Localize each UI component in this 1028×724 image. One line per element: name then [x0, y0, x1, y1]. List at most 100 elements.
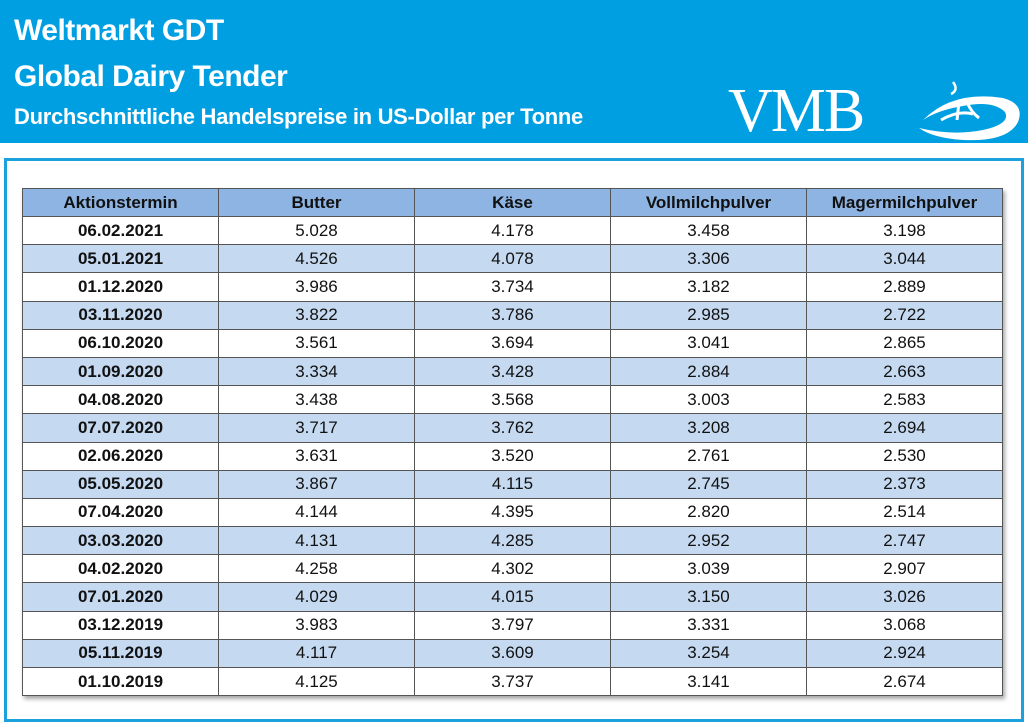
price-cell: 3.044	[806, 244, 1003, 274]
date-cell: 05.11.2019	[22, 638, 219, 669]
price-cell: 3.822	[218, 300, 415, 330]
price-cell: 2.820	[610, 497, 807, 528]
date-cell: 06.10.2020	[22, 328, 219, 358]
price-cell: 3.786	[414, 300, 611, 330]
price-cell: 2.889	[806, 272, 1003, 302]
price-cell: 2.745	[610, 469, 807, 499]
price-cell: 2.924	[806, 638, 1003, 669]
date-cell: 04.08.2020	[22, 385, 219, 415]
date-cell: 04.02.2020	[22, 554, 219, 584]
date-cell: 01.10.2019	[22, 666, 219, 697]
table-row: 04.08.2020 3.438 3.568 3.003 2.583	[22, 385, 1003, 415]
header-banner: Weltmarkt GDT Global Dairy Tender Durchs…	[0, 0, 1028, 143]
price-cell: 2.663	[806, 356, 1003, 387]
column-header: Butter	[218, 188, 415, 217]
price-cell: 2.694	[806, 413, 1003, 443]
price-cell: 2.674	[806, 666, 1003, 697]
price-cell: 3.150	[610, 582, 807, 612]
price-cell: 3.003	[610, 385, 807, 415]
price-cell: 3.762	[414, 413, 611, 443]
date-cell: 07.07.2020	[22, 413, 219, 443]
price-cell: 4.029	[218, 582, 415, 612]
price-cell: 2.530	[806, 441, 1003, 471]
price-cell: 3.041	[610, 328, 807, 358]
date-cell: 07.04.2020	[22, 497, 219, 528]
table-row: 06.02.2021 5.028 4.178 3.458 3.198	[22, 215, 1003, 246]
price-cell: 3.039	[610, 554, 807, 584]
vmb-logo: VMB	[728, 80, 1028, 143]
table-row: 01.10.2019 4.125 3.737 3.141 2.674	[22, 666, 1003, 697]
table-row: 03.03.2020 4.131 4.285 2.952 2.747	[22, 526, 1003, 556]
table-header-row: Aktionstermin Butter Käse Vollmilchpulver Ma…	[22, 188, 1003, 217]
price-cell: 2.952	[610, 526, 807, 556]
price-cell: 3.306	[610, 244, 807, 274]
price-cell: 4.125	[218, 666, 415, 697]
price-cell: 2.747	[806, 526, 1003, 556]
logo-emblem-icon	[919, 81, 1020, 141]
price-cell: 4.131	[218, 526, 415, 556]
column-header: Magermilchpulver	[806, 188, 1003, 217]
table-row: 07.04.2020 4.144 4.395 2.820 2.514	[22, 497, 1003, 528]
price-cell: 2.907	[806, 554, 1003, 584]
date-cell: 03.03.2020	[22, 526, 219, 556]
price-cell: 2.514	[806, 497, 1003, 528]
price-cell: 3.983	[218, 610, 415, 640]
price-cell: 3.428	[414, 356, 611, 387]
price-cell: 4.302	[414, 554, 611, 584]
price-cell: 2.373	[806, 469, 1003, 499]
price-cell: 3.561	[218, 328, 415, 358]
price-cell: 5.028	[218, 215, 415, 246]
date-cell: 03.11.2020	[22, 300, 219, 330]
price-cell: 3.717	[218, 413, 415, 443]
table-row: 01.09.2020 3.334 3.428 2.884 2.663	[22, 356, 1003, 387]
table-row: 04.02.2020 4.258 4.302 3.039 2.907	[22, 554, 1003, 584]
price-cell: 3.986	[218, 272, 415, 302]
page-title: Weltmarkt GDT	[14, 14, 224, 47]
column-header: Aktionstermin	[22, 188, 219, 217]
price-cell: 4.285	[414, 526, 611, 556]
price-cell: 4.117	[218, 638, 415, 669]
price-cell: 4.015	[414, 582, 611, 612]
date-cell: 01.12.2020	[22, 272, 219, 302]
price-cell: 4.258	[218, 554, 415, 584]
date-cell: 06.02.2021	[22, 215, 219, 246]
price-cell: 3.254	[610, 638, 807, 669]
price-cell: 3.141	[610, 666, 807, 697]
price-cell: 3.334	[218, 356, 415, 387]
price-cell: 3.026	[806, 582, 1003, 612]
price-table: Aktionstermin Butter Käse Vollmilchpulver Ma…	[22, 188, 1003, 697]
price-cell: 2.761	[610, 441, 807, 471]
price-cell: 4.078	[414, 244, 611, 274]
price-cell: 3.182	[610, 272, 807, 302]
table-panel: Aktionstermin Butter Käse Vollmilchpulver Ma…	[4, 158, 1024, 722]
date-cell: 07.01.2020	[22, 582, 219, 612]
table-row: 07.01.2020 4.029 4.015 3.150 3.026	[22, 582, 1003, 612]
price-cell: 3.438	[218, 385, 415, 415]
price-cell: 2.722	[806, 300, 1003, 330]
column-header: Käse	[414, 188, 611, 217]
price-cell: 2.884	[610, 356, 807, 387]
price-cell: 2.583	[806, 385, 1003, 415]
price-cell: 4.115	[414, 469, 611, 499]
table-row: 05.11.2019 4.117 3.609 3.254 2.924	[22, 638, 1003, 669]
price-cell: 3.694	[414, 328, 611, 358]
logo-text: VMB	[728, 77, 865, 145]
date-cell: 05.01.2021	[22, 244, 219, 274]
table-row: 03.11.2020 3.822 3.786 2.985 2.722	[22, 300, 1003, 330]
price-cell: 4.395	[414, 497, 611, 528]
page-subtitle: Global Dairy Tender	[14, 60, 288, 93]
price-cell: 3.737	[414, 666, 611, 697]
price-cell: 3.797	[414, 610, 611, 640]
table-row: 02.06.2020 3.631 3.520 2.761 2.530	[22, 441, 1003, 471]
table-row: 03.12.2019 3.983 3.797 3.331 3.068	[22, 610, 1003, 640]
date-cell: 01.09.2020	[22, 356, 219, 387]
price-cell: 3.867	[218, 469, 415, 499]
price-cell: 3.198	[806, 215, 1003, 246]
table-row: 07.07.2020 3.717 3.762 3.208 2.694	[22, 413, 1003, 443]
price-cell: 3.208	[610, 413, 807, 443]
column-header: Vollmilchpulver	[610, 188, 807, 217]
table-row: 05.05.2020 3.867 4.115 2.745 2.373	[22, 469, 1003, 499]
date-cell: 02.06.2020	[22, 441, 219, 471]
price-cell: 4.178	[414, 215, 611, 246]
price-cell: 3.631	[218, 441, 415, 471]
